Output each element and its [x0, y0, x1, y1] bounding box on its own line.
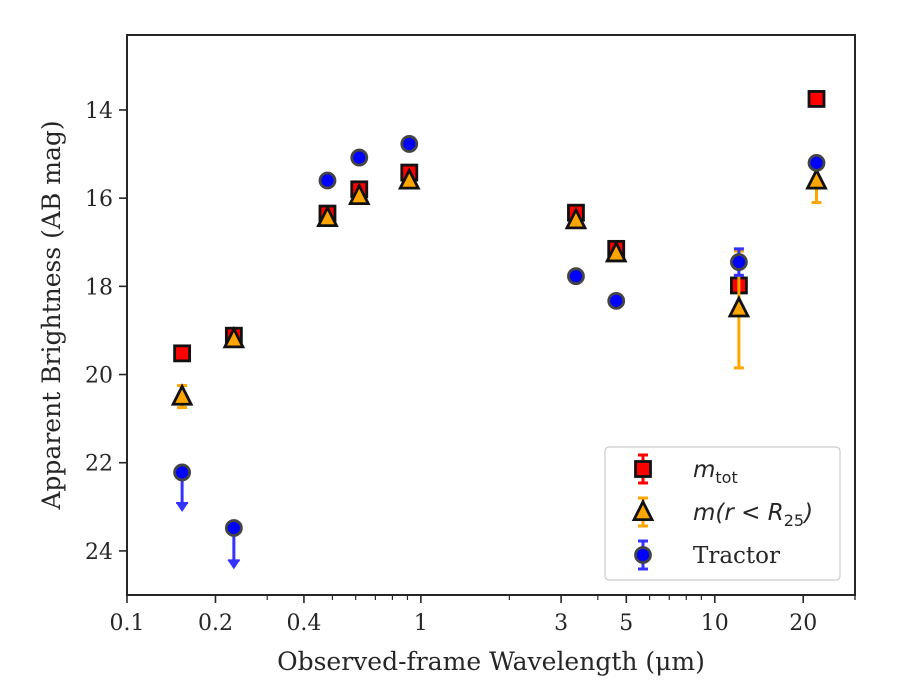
- data-point: [607, 291, 626, 310]
- x-tick-label: 0.2: [198, 611, 233, 636]
- y-tick-label: 16: [85, 187, 113, 212]
- data-point: [170, 383, 194, 406]
- data-point: [564, 206, 588, 230]
- data-point: [397, 167, 421, 190]
- x-tick-label: 1: [414, 611, 428, 636]
- y-axis: 14 16 18 20 22 24: [85, 99, 127, 565]
- data-point: [316, 204, 339, 228]
- data-point: [222, 325, 246, 349]
- data-point: [347, 182, 371, 205]
- data-point: [173, 463, 192, 482]
- data-point: [729, 253, 748, 271]
- x-tick-label: 3: [554, 611, 568, 636]
- data-point: [318, 171, 337, 190]
- data-point: [224, 519, 243, 537]
- data-point: [807, 90, 826, 108]
- legend-box: [604, 446, 841, 581]
- data-point: [350, 148, 369, 167]
- data-point: [604, 239, 628, 263]
- x-tick-label: 0.4: [286, 611, 321, 636]
- data-point: [173, 344, 192, 363]
- series-circle: [173, 135, 826, 570]
- y-tick-label: 24: [85, 540, 113, 565]
- legend-label: Tractor: [693, 543, 780, 569]
- legend-marker: [634, 546, 652, 564]
- legend-marker: [631, 498, 655, 522]
- data-point: [807, 153, 826, 172]
- x-tick-label: 20: [789, 611, 817, 636]
- data-point: [805, 167, 828, 190]
- x-axis: 0.1 0.2 0.4 1 3 5 10 20: [110, 595, 856, 636]
- x-tick-label: 10: [701, 611, 729, 636]
- y-tick-label: 20: [85, 364, 113, 389]
- series-layer: [170, 90, 828, 570]
- x-axis-label: Observed-frame Wavelength (μm): [277, 647, 705, 676]
- plot-frame: [126, 34, 856, 596]
- y-tick-label: 18: [85, 275, 113, 300]
- upper-limit-arrowhead: [176, 503, 189, 513]
- legend-label: mtot: [693, 457, 738, 487]
- data-point: [567, 267, 585, 286]
- y-tick-label: 22: [85, 452, 113, 477]
- upper-limit-arrowhead: [227, 560, 240, 570]
- data-point: [400, 135, 419, 153]
- x-tick-label: 5: [619, 611, 633, 636]
- y-tick-label: 14: [85, 99, 113, 124]
- legend: mtot m(r < R25) Tractor: [604, 446, 841, 581]
- legend-label: m(r < R25): [693, 500, 813, 530]
- data-point: [727, 295, 751, 318]
- x-tick-label: 0.1: [110, 611, 145, 636]
- legend-marker: [634, 460, 652, 478]
- y-axis-label: Apparent Brightness (AB mag): [37, 120, 66, 510]
